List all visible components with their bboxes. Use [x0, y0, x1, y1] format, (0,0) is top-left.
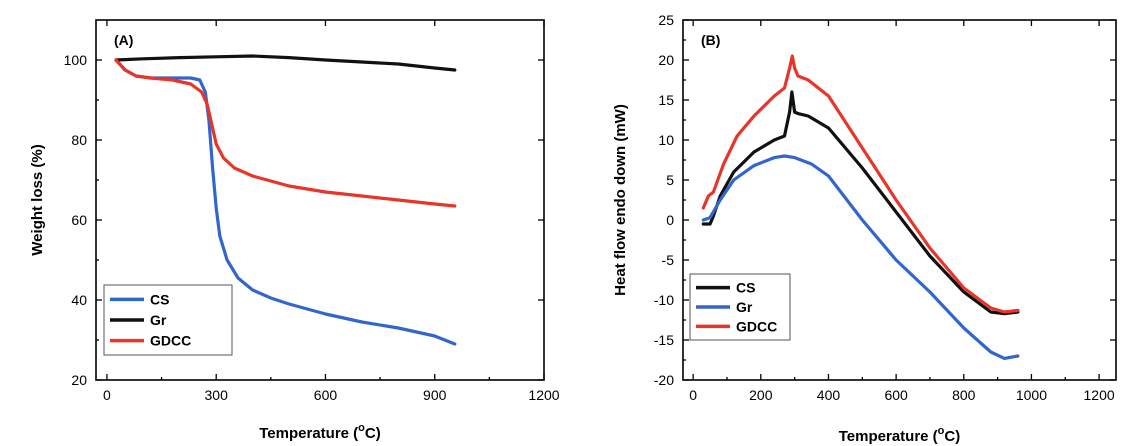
x-tick-label: 1200: [1084, 387, 1115, 403]
chart-panel-a: 0 300 600 900 1200 20 40 60 80 100 (A) CS Gr GDCC Temp…: [29, 19, 560, 442]
y-tick-label: 5: [666, 172, 674, 188]
y-tick-label: -20: [654, 372, 674, 388]
x-tick-label: 600: [884, 387, 908, 403]
x-tick-label: 1200: [528, 387, 559, 403]
y-tick-label: 60: [71, 212, 87, 228]
y-tick-label: -5: [662, 252, 675, 268]
series-line-gdcc: [701, 54, 1020, 314]
series-line-gr: [701, 154, 1020, 360]
y-tick-label: 80: [71, 132, 87, 148]
legend-label-cs: CS: [150, 291, 169, 307]
y-tick-label: 20: [658, 52, 674, 68]
panel-label: (B): [701, 32, 720, 48]
x-tick-label: 900: [423, 387, 447, 403]
series-line-gdcc: [114, 58, 457, 208]
y-tick-label: 15: [658, 92, 674, 108]
y-axis-title: Weight loss (%): [29, 144, 46, 255]
x-tick-label: 1000: [1016, 387, 1047, 403]
legend-label-gdcc: GDCC: [150, 333, 191, 349]
y-tick-label: 10: [658, 132, 674, 148]
x-tick-label: 800: [952, 387, 976, 403]
y-tick-label: -10: [654, 292, 674, 308]
panel-label: (A): [114, 32, 133, 48]
series-line-cs: [701, 90, 1020, 316]
legend-label-gdcc: GDCC: [736, 318, 777, 334]
y-axis-title: Heat flow endo down (mW): [612, 104, 629, 296]
x-axis-title: Temperature (oC): [259, 422, 380, 442]
x-tick-label: 0: [689, 387, 697, 403]
x-tick-label: 200: [749, 387, 773, 403]
legend-label-gr: Gr: [150, 312, 167, 328]
x-axis-title: Temperature (oC): [839, 425, 960, 445]
y-tick-label: 25: [658, 12, 674, 28]
y-tick-label: 40: [71, 292, 87, 308]
x-tick-label: 400: [817, 387, 841, 403]
x-tick-label: 0: [103, 387, 111, 403]
plot-frame: [95, 19, 545, 381]
y-tick-label: 100: [64, 52, 88, 68]
series-line-gr: [114, 54, 457, 72]
x-tick-label: 300: [205, 387, 229, 403]
y-tick-label: -15: [654, 332, 674, 348]
y-tick-label: 20: [71, 372, 87, 388]
chart-panel-b: 0 200 400 600 800 1000 1200 -20 -15 -10 -5 0 5 10 15 20…: [612, 12, 1117, 445]
legend-label-gr: Gr: [736, 299, 753, 315]
legend-label-cs: CS: [736, 280, 755, 296]
x-tick-label: 600: [314, 387, 338, 403]
y-tick-label: 0: [666, 212, 674, 228]
